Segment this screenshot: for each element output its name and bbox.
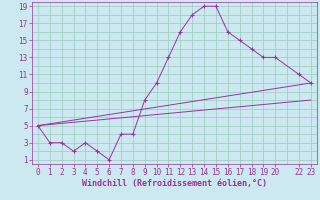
X-axis label: Windchill (Refroidissement éolien,°C): Windchill (Refroidissement éolien,°C): [82, 179, 267, 188]
